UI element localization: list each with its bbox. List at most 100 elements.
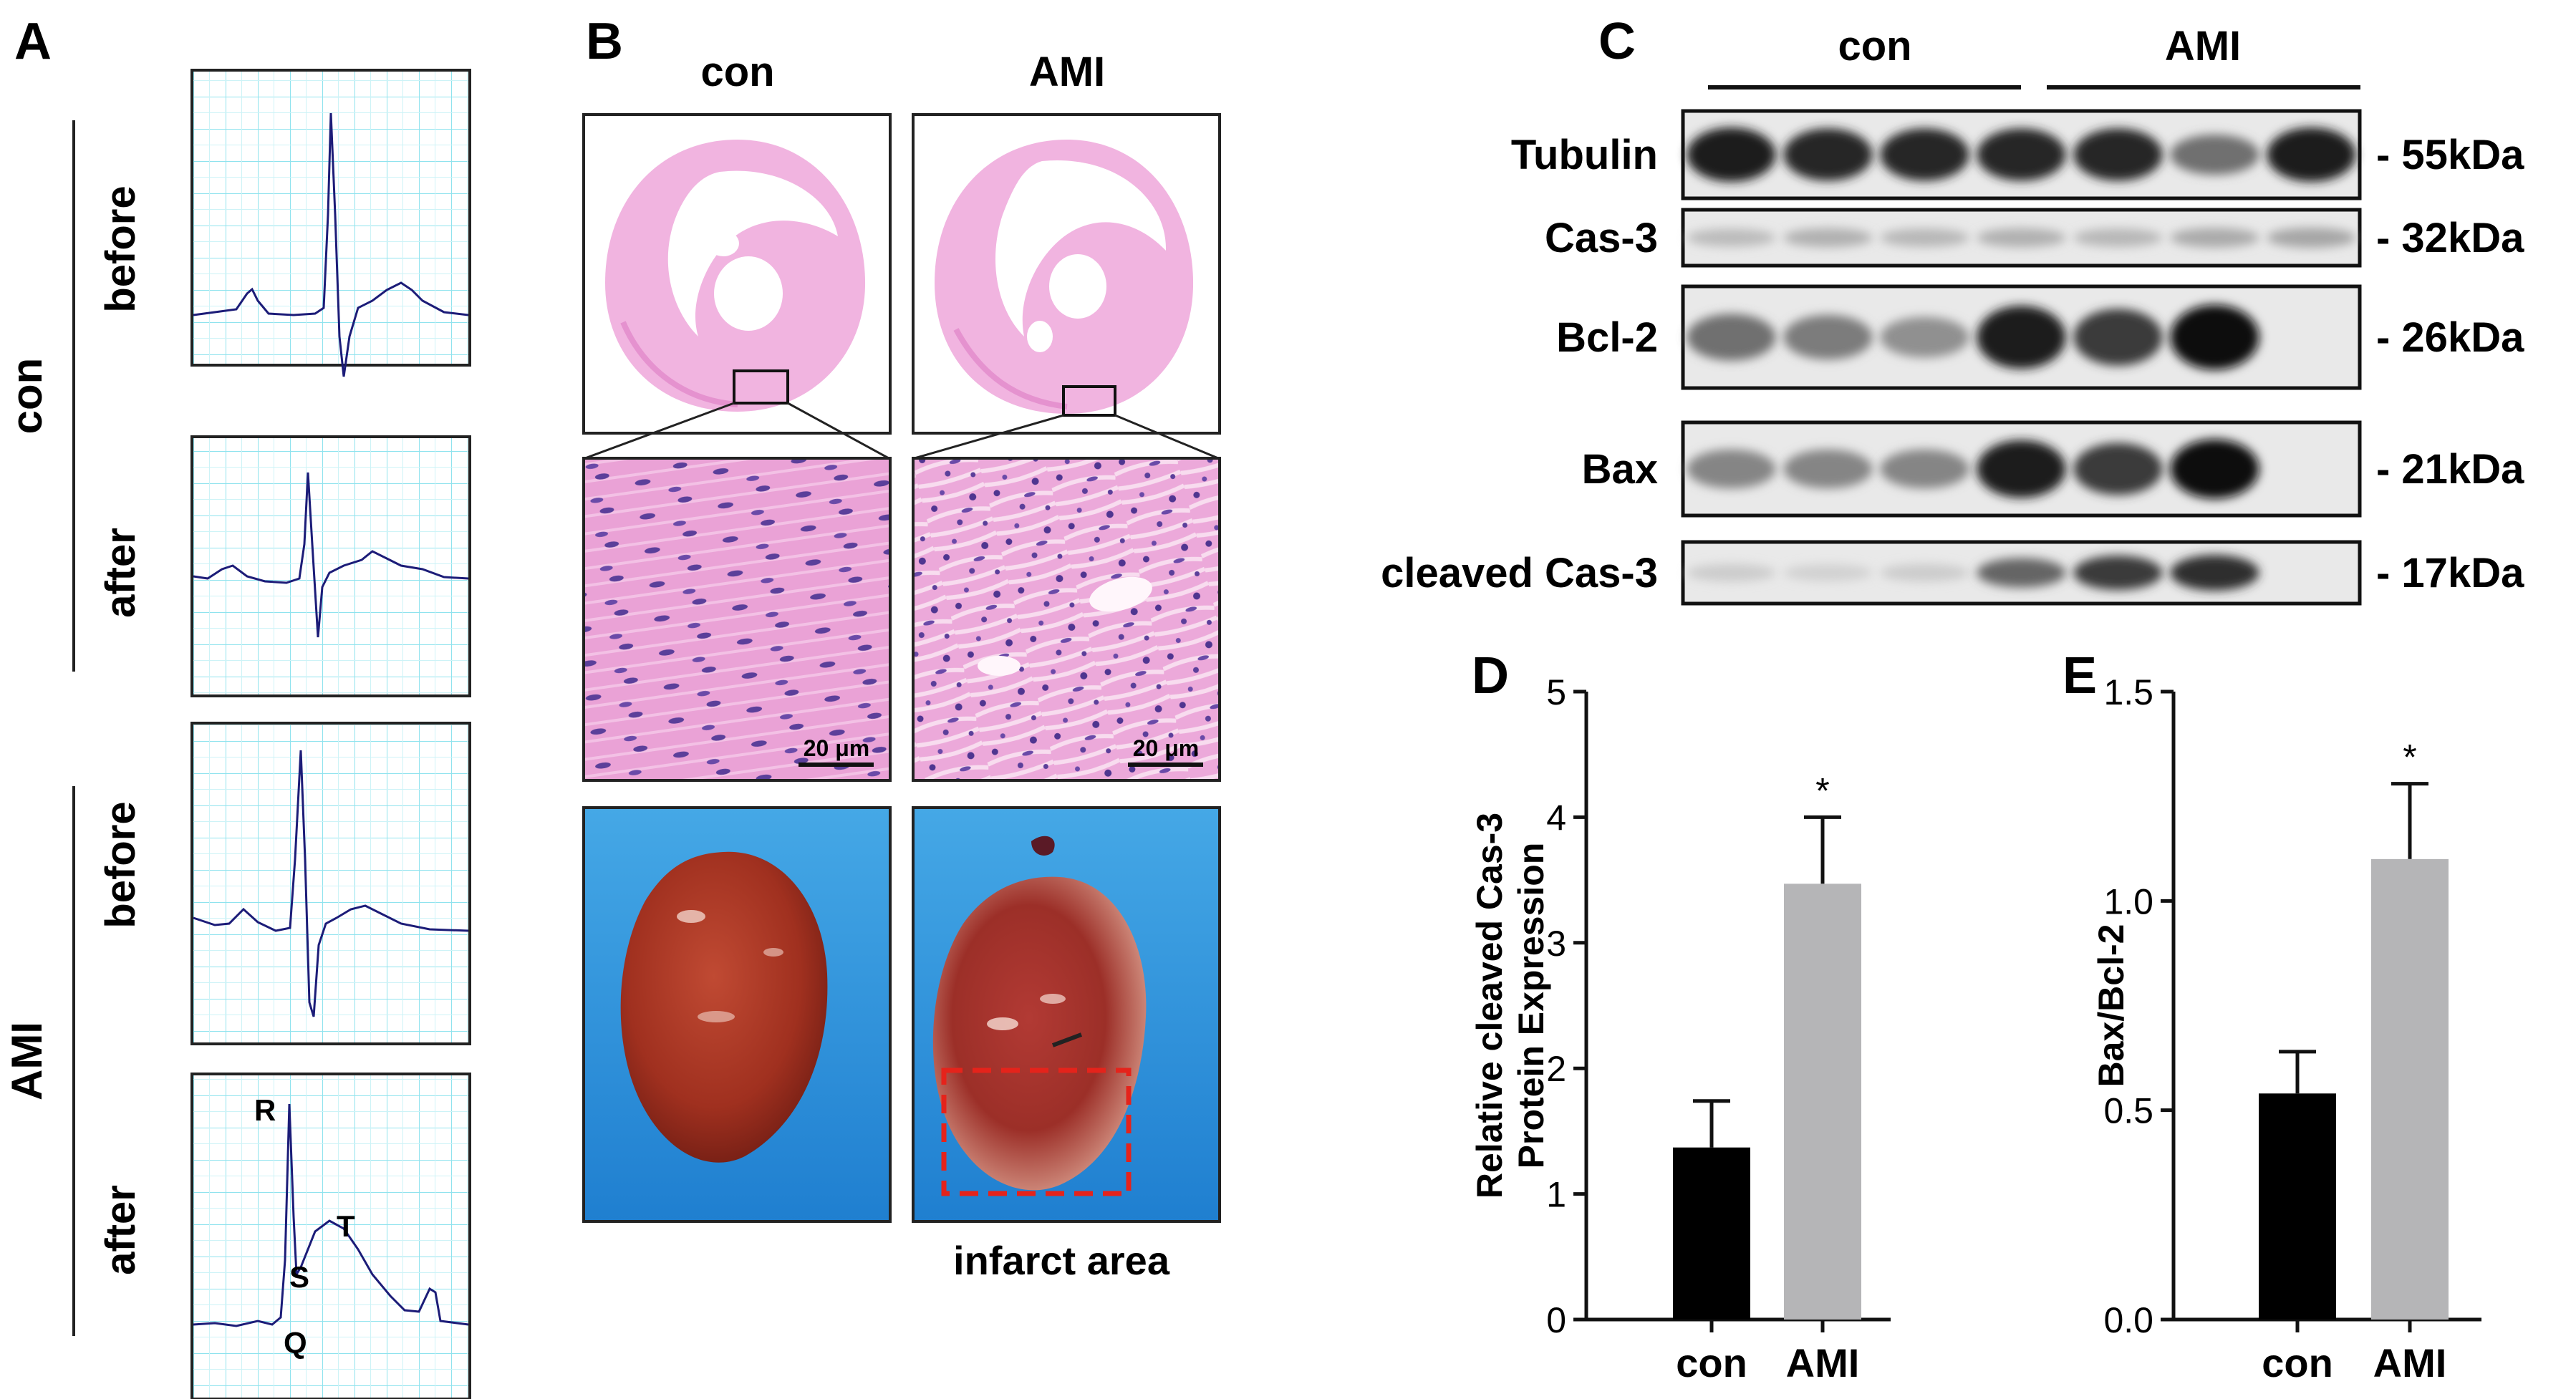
y-tick-label: 1.0 <box>2103 881 2153 921</box>
blot-band <box>1880 563 1969 582</box>
blot-band <box>2170 134 2259 175</box>
bar-ami <box>2371 858 2449 1320</box>
blot-band <box>2073 128 2163 181</box>
ecg-trace <box>193 472 469 638</box>
heart-photo-con <box>582 806 892 1223</box>
y-axis-label: Bax/Bcl-2 <box>2091 924 2131 1088</box>
blot-band <box>2073 228 2163 247</box>
x-tick-label: con <box>2262 1340 2333 1385</box>
chart-d: D 0 1 2 3 4 5 Relative cleaved Cas-3 Protein Exp… <box>1470 647 1891 1385</box>
he-image-con: 20 μm <box>582 457 892 782</box>
blot-row-kda: - 21kDa <box>2376 446 2524 493</box>
blot-band <box>1977 228 2066 248</box>
blot-group-con: con <box>1838 23 1911 69</box>
y-tick-label: 1 <box>1546 1175 1566 1215</box>
infarct-box <box>941 1068 1132 1196</box>
wave-label-r: R <box>254 1093 276 1127</box>
x-tick-label: AMI <box>2373 1340 2447 1385</box>
x-tick-label: con <box>1676 1340 1747 1385</box>
panel-a: A con AMI before after before after R T <box>3 13 471 1399</box>
blot-row-label: Bax <box>1582 446 1658 493</box>
y-axis-label: Protein Expression <box>1511 843 1551 1169</box>
blot-band <box>1783 314 1873 360</box>
col-label-ami: AMI <box>1029 49 1105 95</box>
blot-row-kda: - 32kDa <box>2376 215 2524 261</box>
blot-band <box>1687 127 1776 182</box>
blot-row: Cas-3 - 32kDa <box>1545 208 2524 268</box>
blot-group-ami: AMI <box>2165 23 2241 69</box>
chart-e: E 0.0 0.5 1.0 1.5 Bax/Bcl-2 con AMI * <box>2063 647 2481 1385</box>
ecg-con-before <box>190 69 471 377</box>
ecg-ami-after: R T S Q <box>190 1073 471 1399</box>
panel-b-letter: B <box>586 13 623 70</box>
blot-band <box>1687 228 1776 247</box>
blot-band <box>2073 555 2163 591</box>
cross-section-ami <box>912 113 1221 435</box>
significance-marker: * <box>1815 770 1829 810</box>
col-label-con: con <box>700 49 774 95</box>
blot-row: Bax - 21kDa <box>1582 420 2524 518</box>
blot-row-label: cleaved Cas-3 <box>1381 550 1658 596</box>
panel-letter: E <box>2063 647 2097 705</box>
blot-band <box>2073 442 2163 495</box>
blot-band <box>1687 314 1776 361</box>
ecg-trace <box>193 112 469 377</box>
blot-band <box>1977 440 2066 498</box>
y-tick-label: 2 <box>1546 1049 1566 1089</box>
panel-letter: D <box>1472 647 1509 705</box>
scale-bar-label: 20 μm <box>804 735 870 761</box>
panel-a-letter: A <box>14 13 52 70</box>
blot-band <box>2073 309 2163 366</box>
blot-band <box>1783 449 1873 489</box>
wave-label-t: T <box>337 1209 355 1243</box>
bar-con <box>2259 1093 2336 1320</box>
blot-band <box>2170 555 2259 591</box>
blot-band <box>2170 439 2259 499</box>
panel-b: B con AMI 20 μm <box>582 13 1221 1283</box>
blot-row-label: Tubulin <box>1511 132 1658 178</box>
zoom-line <box>584 402 889 460</box>
ecg-ami-before <box>190 722 471 1045</box>
blot-band <box>1880 228 1969 247</box>
blot-row-label: Cas-3 <box>1545 215 1658 261</box>
panel-c-letter: C <box>1598 13 1636 70</box>
blot-row: Tubulin - 55kDa <box>1511 109 2524 200</box>
panel-c: C con AMI Tubulin - 55kDa Cas-3 - 32kDa Bcl-… <box>1381 13 2524 606</box>
row-label-con-before: before <box>97 185 144 312</box>
blot-band <box>2267 127 2356 182</box>
y-tick-label: 0.5 <box>2103 1091 2153 1131</box>
infarct-area-label: infarct area <box>953 1238 1170 1283</box>
y-axis-label: Relative cleaved Cas-3 <box>1470 813 1510 1199</box>
x-tick-label: AMI <box>1786 1340 1860 1385</box>
blot-band <box>1687 449 1776 489</box>
cross-section-con <box>582 113 892 435</box>
blot-band <box>1880 128 1969 181</box>
blot-row-kda: - 55kDa <box>2376 132 2524 178</box>
group-label-ami: AMI <box>3 1022 51 1100</box>
blot-band <box>1783 563 1873 582</box>
blot-row-kda: - 26kDa <box>2376 314 2524 361</box>
he-image-ami: 20 μm <box>912 457 1221 782</box>
y-tick-label: 4 <box>1546 798 1566 838</box>
blot-band <box>1977 558 2066 588</box>
significance-marker: * <box>2403 737 2416 778</box>
blot-band <box>1783 228 1873 248</box>
y-tick-label: 3 <box>1546 924 1566 964</box>
row-label-ami-after: after <box>97 1185 144 1275</box>
blot-rows: Tubulin - 55kDa Cas-3 - 32kDa Bcl-2 - 26kDa Ba… <box>1381 109 2524 606</box>
bar-ami <box>1784 884 1861 1320</box>
ecg-trace <box>193 750 469 1017</box>
blot-band <box>2170 304 2259 370</box>
blot-band <box>1977 305 2066 369</box>
ecg-con-after <box>190 435 471 697</box>
zoom-line <box>914 414 1219 460</box>
blot-row: Bcl-2 - 26kDa <box>1556 284 2524 390</box>
bar-con <box>1673 1147 1750 1320</box>
blot-band <box>1783 128 1873 181</box>
y-tick-label: 1.5 <box>2103 672 2153 712</box>
group-label-con: con <box>3 358 51 435</box>
row-label-ami-before: before <box>97 801 144 928</box>
ecg-trace <box>193 1103 469 1327</box>
y-tick-label: 0.0 <box>2103 1300 2153 1340</box>
